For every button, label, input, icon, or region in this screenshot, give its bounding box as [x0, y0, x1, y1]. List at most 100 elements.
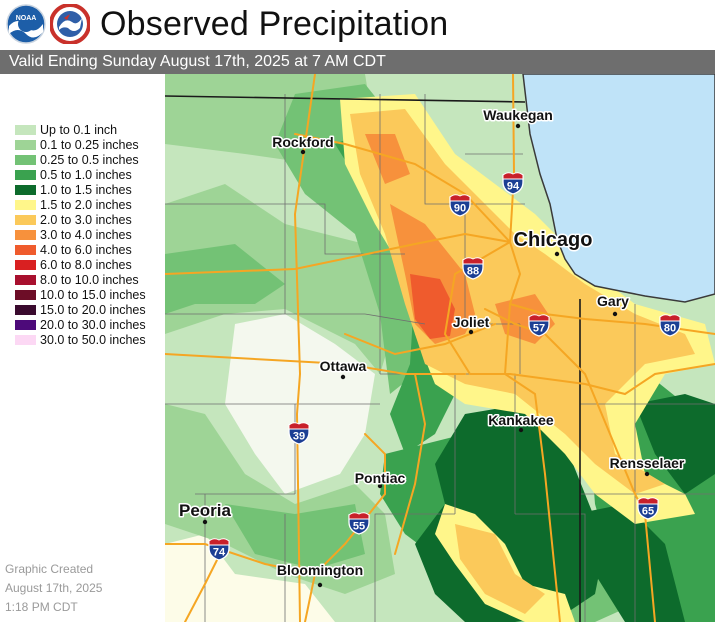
- shield-body: [449, 196, 471, 217]
- credit-line-3: 1:18 PM CDT: [5, 600, 78, 614]
- legend-label: 6.0 to 8.0 inches: [40, 257, 132, 272]
- interstate-shield-39: 39: [288, 422, 310, 445]
- shield-number: 55: [353, 521, 365, 533]
- city-dot: [554, 251, 560, 257]
- city-dot: [300, 149, 306, 155]
- legend-item: 20.0 to 30.0 inches: [15, 317, 146, 332]
- shield-top: [288, 422, 310, 430]
- legend-item: 10.0 to 15.0 inches: [15, 287, 146, 302]
- legend-label: 15.0 to 20.0 inches: [40, 302, 146, 317]
- credit-line-1: Graphic Created: [5, 562, 94, 576]
- interstate-shield-55: 55: [348, 512, 370, 535]
- page-title: Observed Precipitation: [100, 5, 449, 43]
- precipitation-map: Waukegan Rockford Chicago Gary Joliet Ottawa K…: [165, 74, 715, 622]
- shield-body: [462, 259, 484, 280]
- credit-line-2: August 17th, 2025: [5, 581, 103, 595]
- graphic-credit: Graphic Created August 17th, 2025 1:18 P…: [5, 560, 102, 617]
- legend-item: 8.0 to 10.0 inches: [15, 272, 146, 287]
- legend-label: 2.0 to 3.0 inches: [40, 212, 132, 227]
- legend-swatch: [15, 154, 36, 165]
- shield-top: [528, 314, 550, 322]
- shield-top: [348, 512, 370, 520]
- legend-item: 0.25 to 0.5 inches: [15, 152, 146, 167]
- city-dot: [377, 483, 383, 489]
- shield-number: 88: [467, 266, 479, 278]
- shield-top: [208, 538, 230, 546]
- map-canvas: Waukegan Rockford Chicago Gary Joliet Ottawa K…: [165, 74, 715, 622]
- city-label-rensselaer: Rensselaer: [610, 455, 685, 471]
- legend-label: 10.0 to 15.0 inches: [40, 287, 146, 302]
- legend-item: 15.0 to 20.0 inches: [15, 302, 146, 317]
- state-boundaries: [165, 95, 581, 622]
- interstate-shield-74: 74: [208, 538, 230, 561]
- legend-item: 30.0 to 50.0 inches: [15, 332, 146, 347]
- interstate-shield-88: 88: [462, 257, 484, 280]
- legend-swatch: [15, 334, 36, 345]
- precip-zone-3.0: [350, 109, 695, 614]
- shield-top: [449, 194, 471, 202]
- legend-swatch: [15, 139, 36, 150]
- city-label-joliet: Joliet: [453, 314, 490, 330]
- city-dot: [515, 123, 521, 129]
- legend-item: 3.0 to 4.0 inches: [15, 227, 146, 242]
- svg-text:NOAA: NOAA: [16, 15, 37, 22]
- shield-number: 90: [454, 203, 466, 215]
- legend-label: 1.0 to 1.5 inches: [40, 182, 132, 197]
- legend-label: 0.25 to 0.5 inches: [40, 152, 139, 167]
- city-label-kankakee: Kankakee: [488, 412, 554, 428]
- nws-logo: [50, 4, 90, 44]
- shield-top: [637, 497, 659, 505]
- legend-swatch: [15, 169, 36, 180]
- city-label-peoria: Peoria: [179, 501, 232, 520]
- legend-swatch: [15, 214, 36, 225]
- valid-time-banner: Valid Ending Sunday August 17th, 2025 at…: [0, 50, 715, 74]
- shield-body: [659, 316, 681, 337]
- legend-label: 0.5 to 1.0 inches: [40, 167, 132, 182]
- header: NOAA Observed Precipitation: [0, 0, 715, 50]
- city-label-gary: Gary: [597, 293, 629, 309]
- interstate-shield-57: 57: [528, 314, 550, 337]
- city-label-pontiac: Pontiac: [355, 470, 406, 486]
- shield-number: 57: [533, 323, 545, 335]
- city-dot: [612, 311, 618, 317]
- city-dot: [468, 329, 474, 335]
- shield-top: [502, 172, 524, 180]
- legend-item: 1.5 to 2.0 inches: [15, 197, 146, 212]
- interstate-shield-80: 80: [659, 314, 681, 337]
- shield-body: [348, 514, 370, 535]
- legend-label: 30.0 to 50.0 inches: [40, 332, 146, 347]
- city-dot: [340, 374, 346, 380]
- legend-item: 0.5 to 1.0 inches: [15, 167, 146, 182]
- precipitation-legend: Up to 0.1 inch 0.1 to 0.25 inches 0.25 to …: [15, 122, 146, 347]
- legend-swatch: [15, 289, 36, 300]
- legend-swatch: [15, 229, 36, 240]
- legend-label: Up to 0.1 inch: [40, 122, 118, 137]
- precip-zone-6.0: [410, 274, 455, 339]
- interstate-shields: 94 90 88 57 80 39 55 74 65: [208, 172, 681, 561]
- legend-swatch: [15, 124, 36, 135]
- interstate-shield-65: 65: [637, 497, 659, 520]
- legend-item: Up to 0.1 inch: [15, 122, 146, 137]
- shield-top: [659, 314, 681, 322]
- city-markers: Waukegan Rockford Chicago Gary Joliet Ottawa K…: [178, 106, 686, 588]
- interstate-shield-94: 94: [502, 172, 524, 195]
- city-dot: [644, 471, 650, 477]
- legend-swatch: [15, 274, 36, 285]
- city-dot: [518, 427, 524, 433]
- city-label-chicago: Chicago: [514, 229, 593, 251]
- city-dot: [317, 582, 323, 588]
- legend-swatch: [15, 319, 36, 330]
- interstate-shield-90: 90: [449, 194, 471, 217]
- shield-body: [208, 540, 230, 561]
- legend-swatch: [15, 304, 36, 315]
- legend-label: 1.5 to 2.0 inches: [40, 197, 132, 212]
- legend-label: 3.0 to 4.0 inches: [40, 227, 132, 242]
- legend-label: 20.0 to 30.0 inches: [40, 317, 146, 332]
- precip-zone-1.5: [355, 114, 715, 622]
- city-label-waukegan: Waukegan: [483, 107, 553, 123]
- legend-swatch: [15, 199, 36, 210]
- city-label-rockford: Rockford: [272, 134, 333, 150]
- lake-michigan: [522, 74, 715, 303]
- precip-zone-trace: [165, 534, 335, 622]
- legend-item: 6.0 to 8.0 inches: [15, 257, 146, 272]
